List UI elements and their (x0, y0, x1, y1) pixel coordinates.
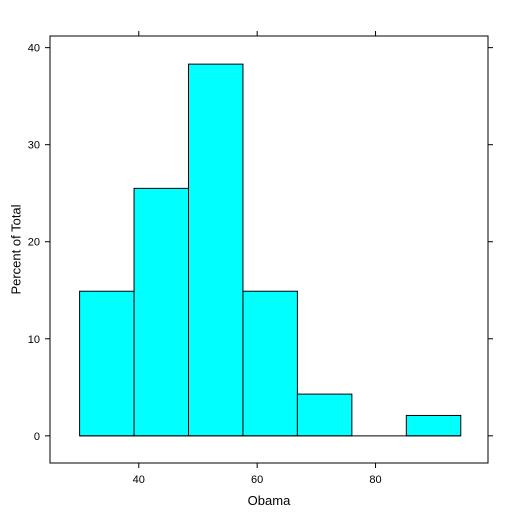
x-tick-label: 40 (133, 474, 145, 486)
y-tick-label: 10 (28, 334, 40, 346)
x-tick-label: 60 (251, 474, 263, 486)
y-tick-label: 0 (34, 431, 40, 443)
histogram-bar-4 (296, 393, 353, 437)
plot-panel-border (49, 35, 489, 464)
y-tick-label: 20 (28, 237, 40, 249)
bars-group (79, 63, 462, 437)
y-axis-title: Percent of Total (8, 204, 23, 294)
histogram-bar-1 (133, 187, 190, 437)
histogram-bar-3 (242, 290, 298, 437)
histogram-bar-2 (188, 63, 244, 437)
x-tick-label: 80 (369, 474, 381, 486)
y-axis-ticks: 0 10 20 30 40 (28, 43, 493, 443)
y-tick-label: 40 (28, 43, 40, 55)
histogram-bar-6 (405, 414, 462, 437)
y-tick-label: 30 (28, 140, 40, 152)
x-axis-title: Obama (248, 493, 291, 508)
histogram-bar-0 (79, 290, 135, 437)
x-axis-ticks: 40 60 80 (133, 31, 382, 486)
